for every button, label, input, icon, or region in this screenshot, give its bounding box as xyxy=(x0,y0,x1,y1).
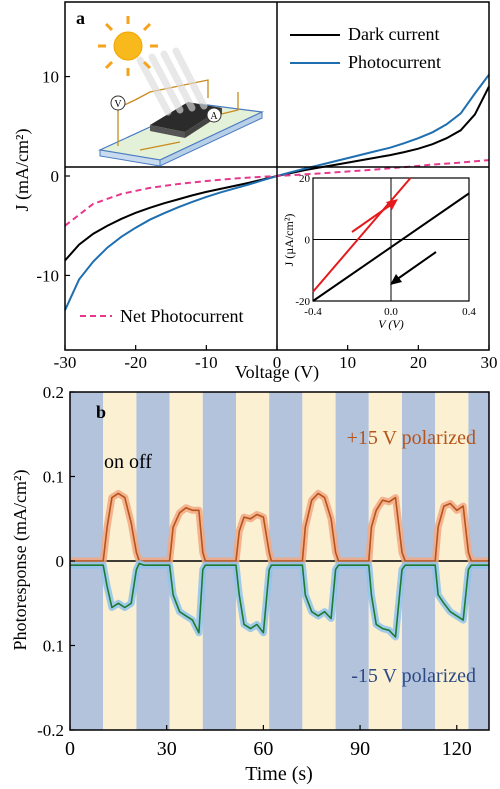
x-tick-label-a: 20 xyxy=(410,353,427,372)
panel-b-label: b xyxy=(96,402,106,422)
inset-content: -0.4 0.0 0.4 20 0 -20 xyxy=(295,173,476,318)
y-tick-label-b: 0 xyxy=(56,552,65,571)
x-tick-label-a: 10 xyxy=(339,353,356,372)
x-tick-label-a: -10 xyxy=(195,353,218,372)
y-tick-label-a: 10 xyxy=(42,68,59,87)
x-tick-label-a: 0 xyxy=(273,353,282,372)
y-tick-label-a: 0 xyxy=(51,167,60,186)
device-illustration: V A xyxy=(97,16,265,167)
inset-arrow-red xyxy=(351,203,393,233)
on-off-label: on off xyxy=(104,451,152,473)
x-tick-label-b: 60 xyxy=(253,738,273,760)
series-line-0 xyxy=(70,492,489,562)
svg-text:A: A xyxy=(210,111,218,122)
panel-b-curves xyxy=(70,489,489,641)
x-tick-label-a: 30 xyxy=(481,353,498,372)
minus15-label: -15 V polarized xyxy=(351,665,476,687)
x-tick-label-a: -30 xyxy=(54,353,77,372)
inset-y-tick-label: 0 xyxy=(305,235,311,247)
plus15-label: +15 V polarized xyxy=(347,427,476,449)
y-tick-label-b: 0.1 xyxy=(43,637,64,656)
ammeter-icon: A xyxy=(206,107,222,123)
inset-y-tick-label: 20 xyxy=(299,173,311,185)
inset-x-tick-label: 0.0 xyxy=(384,306,398,318)
voltmeter-icon: V xyxy=(110,95,126,111)
svg-text:V: V xyxy=(114,99,122,110)
inset-x-tick-label: 0.4 xyxy=(462,306,476,318)
panel-b: 0 30 60 90 120 0.2 0.1 0 0.1 -0.2 xyxy=(37,383,490,760)
panel-a: -30 -20 -10 0 10 20 30 -10 0 10 xyxy=(36,1,498,372)
panel-a-y-label: J (mA/cm²) xyxy=(12,129,33,212)
panel-b-ticks: 0 30 60 90 120 0.2 0.1 0 0.1 -0.2 xyxy=(37,383,472,760)
panel-a-label: a xyxy=(76,8,85,28)
panel-b-y-label: Photoresponse (mA/cm²) xyxy=(10,470,31,651)
sun-icon xyxy=(98,16,158,76)
inset-x-tick-label: -0.4 xyxy=(304,306,322,318)
y-tick-label-b: 0.2 xyxy=(43,383,64,402)
panel-a-x-label: Voltage (V) xyxy=(235,362,319,383)
x-tick-label-b: 0 xyxy=(65,738,75,760)
inset-line-0 xyxy=(312,177,412,293)
net-photocurrent-label: Net Photocurrent xyxy=(120,306,243,326)
panel-b-x-label: Time (s) xyxy=(245,763,313,785)
y-tick-label-b: 0.1 xyxy=(43,468,64,487)
inset-x-label: V (V) xyxy=(378,317,403,331)
inset-arrowhead-red xyxy=(386,199,398,210)
legend-dark-current: Dark current xyxy=(348,24,439,44)
legend-photocurrent: Photocurrent xyxy=(348,52,441,72)
series-line-1 xyxy=(70,562,489,638)
inset-y-tick-label: -20 xyxy=(295,296,310,308)
inset-arrowhead-black xyxy=(390,274,402,285)
inset-y-label: J (µA/cm²) xyxy=(282,214,296,267)
inset-line-1 xyxy=(312,192,470,302)
x-tick-label-a: -20 xyxy=(124,353,147,372)
inset-arrow-black xyxy=(395,251,437,281)
y-tick-label-a: -10 xyxy=(36,266,59,285)
panel-a-ticks: -30 -20 -10 0 10 20 30 -10 0 10 xyxy=(36,68,497,372)
x-tick-label-b: 120 xyxy=(442,738,472,760)
x-tick-label-b: 30 xyxy=(157,738,177,760)
y-tick-label-b: -0.2 xyxy=(37,721,64,740)
panel-a-inset: -0.4 0.0 0.4 20 0 -20 xyxy=(295,173,476,318)
x-tick-label-b: 90 xyxy=(350,738,370,760)
